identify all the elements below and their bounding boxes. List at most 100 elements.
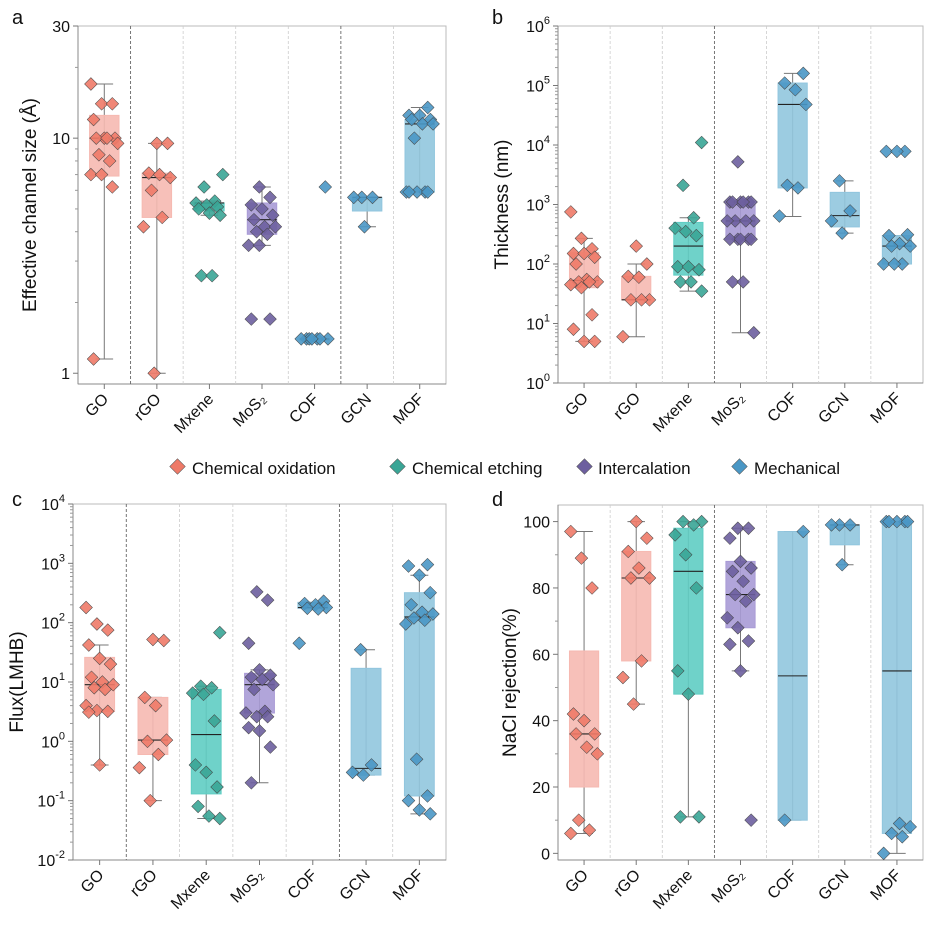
data-point — [898, 144, 912, 159]
data-point — [239, 706, 253, 720]
data-point — [300, 601, 315, 615]
data-point — [199, 765, 213, 780]
legend-label-chemical-etching: Chemical etching — [412, 459, 542, 478]
data-point — [747, 587, 761, 602]
panel-d: 0 20 40 60 80 100 NaCl rejection(%) GO rGO Mxene M… — [500, 504, 924, 913]
data-point — [882, 514, 896, 529]
data-point — [263, 190, 277, 205]
data-point — [673, 810, 688, 824]
data-point — [587, 250, 602, 264]
data-point — [364, 758, 379, 772]
data-point — [247, 682, 261, 697]
data-point — [681, 687, 696, 701]
x-tick-label-mof: MOF — [868, 867, 905, 904]
data-point — [882, 228, 896, 243]
x-tick-label-rgo: rGO — [127, 867, 160, 900]
data-point — [412, 803, 427, 817]
group-gcn: GCN — [815, 174, 860, 427]
x-tick-label-mof: MOF — [390, 391, 427, 428]
data-point — [824, 214, 839, 228]
group-gcn: GCN — [338, 190, 383, 428]
data-point — [884, 239, 899, 253]
group-cof: COF — [285, 594, 334, 903]
data-point — [146, 632, 160, 647]
data-point — [777, 813, 792, 827]
data-point — [407, 131, 422, 145]
data-point — [356, 768, 371, 782]
data-point — [723, 232, 737, 247]
data-point — [252, 238, 267, 253]
x-tick-label-mxene: Mxene — [168, 867, 214, 913]
x-tick-label-gcn: GCN — [815, 867, 852, 904]
data-point — [780, 178, 795, 193]
data-point — [86, 112, 101, 127]
x-tick-label-mos2: MoS₂ — [709, 867, 749, 907]
data-point — [587, 334, 602, 349]
y-tick-label: 101 — [41, 671, 65, 692]
data-point — [194, 268, 209, 283]
data-point — [694, 284, 709, 298]
group-mos2: MoS₂ — [709, 155, 761, 430]
data-point — [213, 811, 227, 826]
group-mos2: MoS₂ — [709, 521, 761, 907]
data-point — [621, 544, 635, 559]
data-point — [744, 195, 758, 209]
data-point — [103, 657, 118, 671]
data-point — [777, 76, 792, 90]
data-point — [744, 813, 758, 827]
data-point — [105, 97, 120, 111]
data-point — [404, 112, 419, 127]
data-point — [347, 190, 361, 205]
data-point — [747, 325, 761, 340]
data-point — [249, 224, 264, 239]
data-point — [155, 210, 169, 225]
data-point — [796, 66, 810, 81]
data-point — [739, 214, 753, 228]
data-point — [110, 136, 125, 151]
data-point — [418, 613, 432, 627]
data-point — [94, 167, 109, 182]
data-point — [266, 677, 280, 692]
y-axis-label: Flux(LMHB) — [7, 631, 28, 732]
data-point — [105, 180, 120, 194]
data-point — [632, 270, 646, 284]
data-point — [835, 558, 849, 572]
data-point — [736, 195, 750, 209]
data-point — [564, 277, 578, 292]
data-point — [98, 682, 112, 697]
data-point — [84, 167, 98, 182]
data-point — [160, 136, 175, 151]
data-point — [799, 97, 813, 112]
group-mxene: Mxene — [168, 625, 227, 913]
y-tick-label: 30 — [52, 19, 70, 36]
data-point — [82, 705, 96, 719]
y-tick-label: 100 — [526, 372, 550, 393]
group-mxene: Mxene — [650, 135, 709, 436]
data-point — [250, 709, 264, 724]
data-point — [890, 144, 904, 159]
data-point — [580, 740, 594, 754]
data-point — [744, 232, 758, 247]
data-point — [401, 559, 416, 573]
data-point — [241, 238, 256, 253]
legend-marker-chemical-oxidation — [169, 458, 186, 475]
x-tick-label-mos2: MoS₂ — [709, 390, 749, 430]
data-point — [92, 758, 107, 772]
data-point — [138, 690, 152, 705]
data-point — [723, 531, 737, 545]
panel-a: 1 10 30 Effective channel size (Å) GO rGO Mxen… — [20, 19, 447, 437]
data-point — [566, 246, 581, 261]
data-point — [720, 611, 734, 625]
data-point — [188, 758, 203, 772]
data-point — [585, 581, 599, 595]
data-point — [678, 548, 693, 562]
x-tick-label-cof: COF — [765, 390, 801, 426]
data-point — [89, 131, 103, 145]
panel-b: 100 101 102 103 104 105 106 Thickness (nm) GO rGO… — [492, 15, 924, 436]
data-point — [260, 593, 275, 607]
data-point — [577, 334, 591, 349]
data-point — [835, 226, 849, 240]
data-point — [832, 518, 847, 532]
data-point — [321, 332, 335, 346]
data-point — [892, 816, 907, 831]
